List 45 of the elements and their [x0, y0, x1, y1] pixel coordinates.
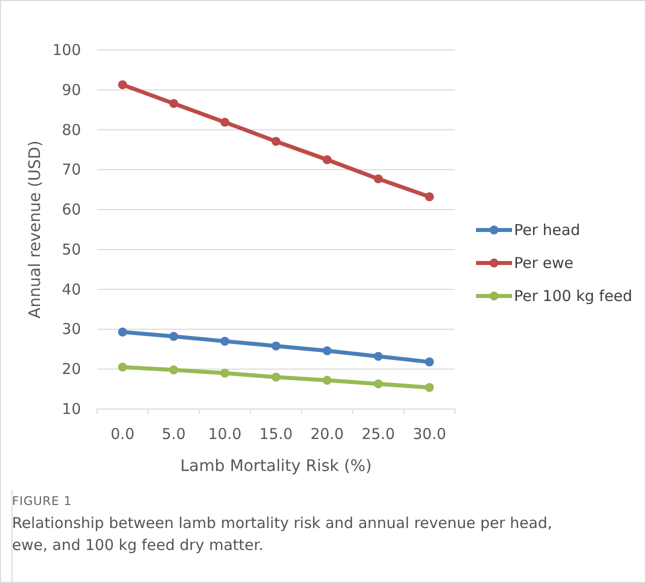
x-tick-label: 10.0 [208, 425, 242, 443]
point [424, 357, 434, 366]
point [424, 192, 434, 202]
point [272, 372, 280, 382]
point [169, 365, 178, 374]
y-tick-label: 60 [62, 200, 81, 219]
point [374, 379, 383, 388]
x-tick-label: 5.0 [162, 425, 186, 443]
caption: FIGURE 1 [12, 494, 72, 508]
text: Relationship between lamb mortality risk and annual revenue per head, ewe, and 100 kg feed dry matter. [12, 514, 552, 554]
y-tick-label: 50 [62, 240, 81, 258]
x-axis-title: Lamb Mortality Risk (%) [180, 456, 372, 475]
y-tick-label: 10 [62, 400, 81, 418]
point [118, 362, 128, 372]
point [374, 174, 383, 184]
point [220, 368, 230, 378]
y-tick-label: 20 [62, 360, 81, 378]
y-tick-label: 30 [62, 320, 81, 338]
point [220, 336, 230, 346]
y-tick-label: 70 [62, 160, 81, 179]
point [118, 80, 128, 90]
point [169, 98, 178, 108]
legend-label: Per head [514, 221, 580, 239]
y-tick-label: 40 [62, 280, 81, 298]
point [322, 376, 332, 385]
point [272, 136, 280, 146]
point [118, 328, 128, 337]
point [374, 352, 383, 361]
point [322, 155, 332, 164]
point [220, 118, 230, 127]
x-tick-label: 30.0 [412, 425, 446, 443]
y-tick-label: 80 [62, 120, 81, 139]
x-tick-label: 20.0 [310, 425, 344, 443]
x-tick-label: 0.0 [110, 425, 134, 443]
point [272, 341, 280, 350]
legend-label: Per ewe [514, 254, 574, 272]
y-axis-title: Annual revenue (USD) [25, 140, 44, 318]
point [322, 346, 332, 356]
point [169, 332, 178, 341]
point [424, 382, 434, 392]
legend-label: Per 100 kg feed [514, 287, 632, 305]
x-tick-label: 15.0 [259, 425, 293, 443]
y-tick-label: 90 [62, 80, 81, 99]
y-tick-label: 100 [52, 41, 81, 59]
x-tick-label: 25.0 [362, 425, 395, 443]
